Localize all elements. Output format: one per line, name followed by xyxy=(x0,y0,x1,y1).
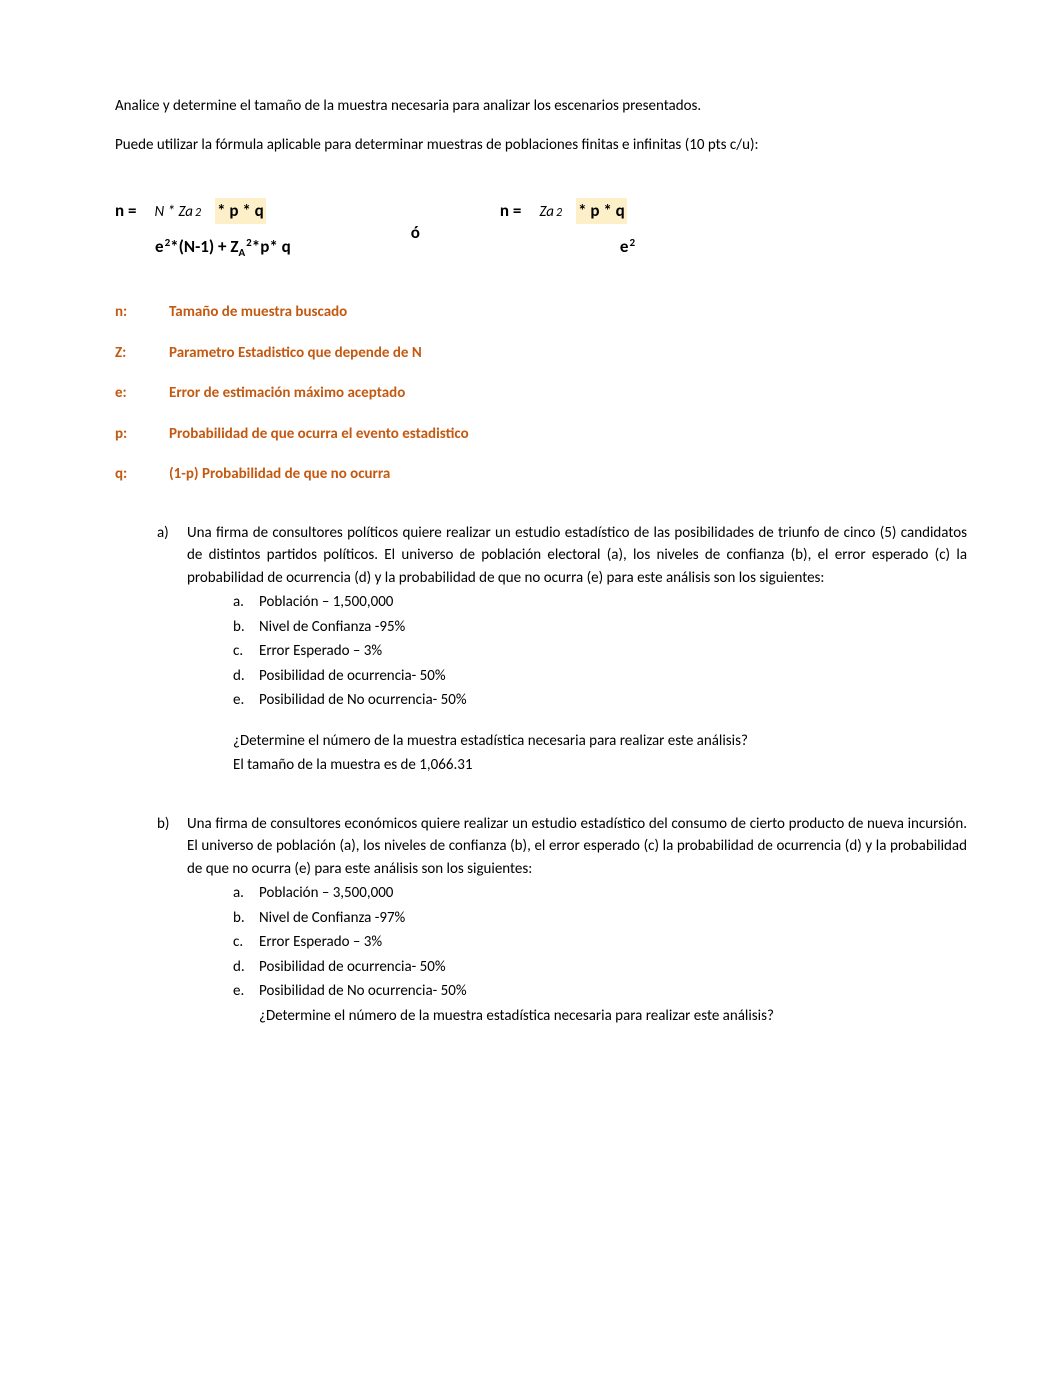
sub-a-c: c.Error Esperado – 3% xyxy=(233,640,967,663)
formula-finite: n = N * Za 2 * p * q e 2 *(N-1) + Z A 2 … xyxy=(115,198,291,259)
definitions-list: n: Tamaño de muestra buscado Z: Parametr… xyxy=(115,301,967,486)
def-q-key: q: xyxy=(115,463,169,486)
def-e: e: Error de estimación máximo aceptado xyxy=(115,382,967,405)
def-z-text: Parametro Estadistico que depende de N xyxy=(169,342,422,365)
formula-section: n = N * Za 2 * p * q e 2 *(N-1) + Z A 2 … xyxy=(115,198,967,259)
intro-paragraph-2: Puede utilizar la fórmula aplicable para… xyxy=(115,134,967,157)
def-p: p: Probabilidad de que ocurra el evento … xyxy=(115,423,967,446)
def-e-key: e: xyxy=(115,382,169,405)
questions: a) Una firma de consultores políticos qu… xyxy=(157,522,967,1030)
def-q-text: (1-p) Probabilidad de que no ocurra xyxy=(169,463,390,486)
def-n-text: Tamaño de muestra buscado xyxy=(169,301,347,324)
sub-b-a: a.Población – 3,500,000 xyxy=(233,882,967,905)
sub-a-a: a.Población – 1,500,000 xyxy=(233,591,967,614)
sub-b-b: b.Nivel de Confianza -97% xyxy=(233,907,967,930)
def-z-key: Z: xyxy=(115,342,169,365)
formula-numerator-italic: N * Za xyxy=(154,201,193,224)
def-z: Z: Parametro Estadistico que depende de … xyxy=(115,342,967,365)
sub-a-d: d.Posibilidad de ocurrencia- 50% xyxy=(233,665,967,688)
question-a-prompt: ¿Determine el número de la muestra estad… xyxy=(233,730,967,753)
formula-den-sub: A xyxy=(239,245,246,262)
formula-den-e-sup: 2 xyxy=(165,235,171,252)
formula-den-e-2: e xyxy=(620,234,629,260)
def-n-key: n: xyxy=(115,301,169,324)
formula-prefix: n = xyxy=(115,198,136,224)
formula-separator: ó xyxy=(411,220,420,246)
question-b: b) Una firma de consultores económicos q… xyxy=(157,813,967,1030)
question-a-result: El tamaño de la muestra es de 1,066.31 xyxy=(233,754,967,777)
def-p-key: p: xyxy=(115,423,169,446)
question-a: a) Una firma de consultores políticos qu… xyxy=(157,522,967,795)
question-b-sublist: a.Población – 3,500,000 b.Nivel de Confi… xyxy=(233,882,967,1027)
sub-b-e: e.Posibilidad de No ocurrencia- 50% xyxy=(233,980,967,1003)
sub-b-d: d.Posibilidad de ocurrencia- 50% xyxy=(233,956,967,979)
question-a-text: Una firma de consultores políticos quier… xyxy=(187,522,967,590)
formula-den-e: e xyxy=(155,234,164,260)
formula-numerator-num: 2 xyxy=(195,204,201,222)
formula-prefix-2: n = xyxy=(500,198,521,224)
formula-den-e-sup-2: 2 xyxy=(629,235,635,252)
sub-b-answer: ¿Determine el número de la muestra estad… xyxy=(233,1005,967,1028)
formula-num-num-2: 2 xyxy=(556,204,562,222)
def-n: n: Tamaño de muestra buscado xyxy=(115,301,967,324)
formula-num-italic-2: Za xyxy=(539,201,554,224)
sub-a-e: e.Posibilidad de No ocurrencia- 50% xyxy=(233,689,967,712)
intro-paragraph-1: Analice y determine el tamaño de la mues… xyxy=(115,95,967,118)
question-b-text: Una firma de consultores económicos quie… xyxy=(187,813,967,881)
def-p-text: Probabilidad de que ocurra el evento est… xyxy=(169,423,469,446)
question-b-marker: b) xyxy=(157,813,187,1030)
def-e-text: Error de estimación máximo aceptado xyxy=(169,382,405,405)
formula-num-bold-2: * p * q xyxy=(576,198,627,224)
question-a-marker: a) xyxy=(157,522,187,795)
def-q: q: (1-p) Probabilidad de que no ocurra xyxy=(115,463,967,486)
question-a-sublist: a.Población – 1,500,000 b.Nivel de Confi… xyxy=(233,591,967,712)
formula-den-sup2: 2 xyxy=(246,235,252,252)
sub-a-b: b.Nivel de Confianza -95% xyxy=(233,616,967,639)
formula-infinite: n = Za 2 * p * q e 2 xyxy=(500,198,635,259)
sub-b-c: c.Error Esperado – 3% xyxy=(233,931,967,954)
formula-den-part1: *(N-1) + Z xyxy=(170,234,238,260)
formula-den-part2: *p* q xyxy=(252,234,291,260)
question-a-answer: ¿Determine el número de la muestra estad… xyxy=(233,730,967,777)
formula-numerator-bold: * p * q xyxy=(215,198,266,224)
